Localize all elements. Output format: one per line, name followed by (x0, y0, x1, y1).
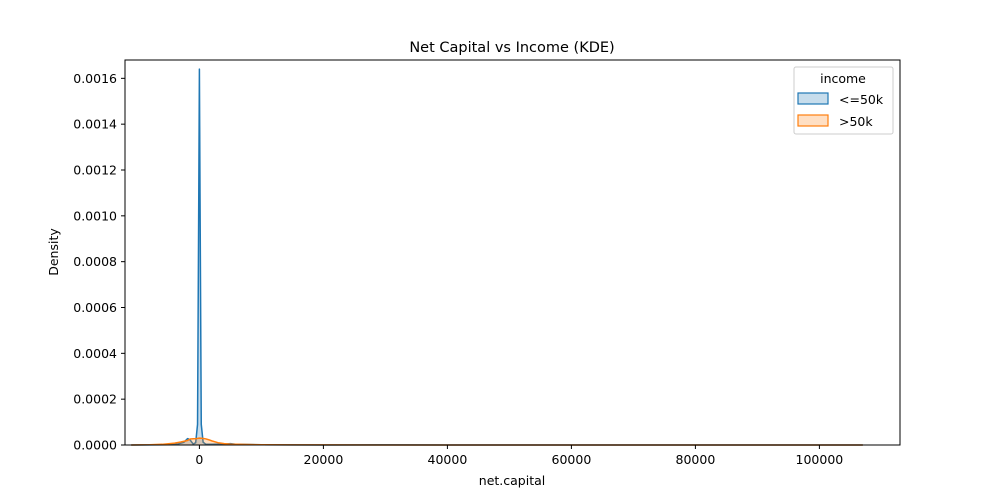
y-tick-label: 0.0016 (73, 71, 117, 86)
plot-area (131, 68, 863, 446)
legend-label-gt50k: >50k (839, 114, 873, 129)
legend: income <=50k >50k (793, 66, 894, 135)
x-axis-ticks: 0 20000 40000 60000 80000 100000 (195, 445, 843, 467)
x-tick-label: 60000 (552, 452, 592, 467)
x-tick-label: 20000 (304, 452, 344, 467)
x-axis-label: net.capital (479, 473, 545, 488)
series-area-le50k (131, 69, 863, 446)
legend-label-le50k: <=50k (839, 92, 884, 107)
y-tick-label: 0.0004 (73, 346, 117, 361)
y-tick-label: 0.0002 (73, 392, 117, 407)
legend-frame (793, 66, 894, 135)
y-tick-label: 0.0012 (73, 163, 117, 178)
series-line-gt50k (131, 437, 863, 446)
axes-frame (124, 59, 901, 446)
y-tick-label: 0.0014 (73, 117, 117, 132)
chart-title: Net Capital vs Income (KDE) (409, 40, 614, 56)
x-tick-label: 40000 (428, 452, 468, 467)
x-tick-label: 100000 (796, 452, 844, 467)
legend-title: income (820, 71, 866, 86)
y-axis-ticks: 0.0000 0.0002 0.0004 0.0006 0.0008 0.0010 0.00… (73, 71, 125, 453)
y-tick-label: 0.0006 (73, 300, 117, 315)
y-axis-label: Density (46, 228, 61, 276)
x-tick-label: 0 (195, 452, 203, 467)
y-tick-label: 0.0008 (73, 254, 117, 269)
y-tick-label: 0.0010 (73, 208, 117, 223)
y-tick-label: 0.0000 (73, 438, 117, 453)
legend-swatch-le50k (797, 92, 829, 105)
x-tick-label: 80000 (676, 452, 716, 467)
series-line-le50k (131, 68, 863, 446)
legend-swatch-gt50k (797, 114, 829, 127)
